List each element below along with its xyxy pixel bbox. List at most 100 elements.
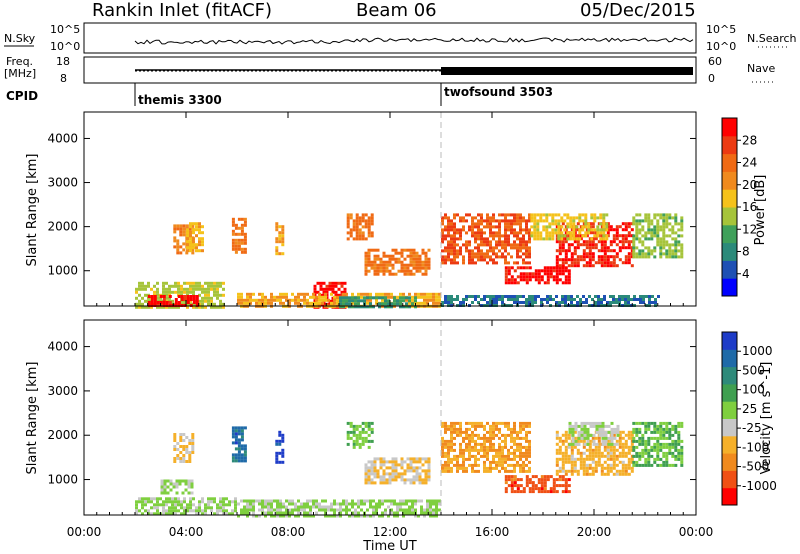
heatmap-cell	[372, 508, 375, 512]
heatmap-cell	[573, 261, 577, 265]
heatmap-cell	[275, 439, 279, 443]
heatmap-cell	[216, 281, 219, 285]
heatmap-cell	[638, 442, 642, 446]
heatmap-cell	[361, 225, 365, 229]
heatmap-cell	[418, 475, 422, 479]
heatmap-cell	[528, 442, 531, 446]
heatmap-cell	[607, 442, 611, 446]
heatmap-cell	[504, 219, 507, 223]
heatmap-cell	[135, 302, 138, 306]
heatmap-cell	[641, 219, 645, 223]
heatmap-cell	[427, 460, 431, 464]
heatmap-cell	[665, 454, 669, 458]
heatmap-cell	[447, 427, 450, 431]
heatmap-cell	[561, 281, 565, 285]
colorbar-tick-label: 12	[742, 222, 757, 236]
heatmap-cell	[609, 264, 613, 268]
heatmap-cell	[366, 499, 369, 503]
heatmap-cell	[588, 439, 592, 443]
heatmap-cell	[564, 249, 568, 253]
heatmap-cell	[650, 421, 654, 425]
heatmap-cell	[522, 216, 525, 220]
heatmap-cell	[210, 296, 213, 300]
heatmap-cell	[441, 448, 444, 452]
heatmap-cell	[558, 436, 562, 440]
heatmap-cell	[576, 258, 580, 262]
heatmap-cell	[264, 505, 267, 509]
heatmap-cell	[561, 463, 565, 467]
velocity-heatmap-cells	[135, 421, 684, 518]
heatmap-cell	[588, 295, 591, 298]
heatmap-cell	[647, 439, 651, 443]
heatmap-cell	[647, 213, 651, 217]
heatmap-cell	[174, 503, 177, 507]
heatmap-cell	[558, 269, 562, 273]
heatmap-cell	[615, 228, 619, 232]
heatmap-cell	[653, 457, 657, 461]
heatmap-cell	[519, 249, 522, 253]
heatmap-cell	[441, 231, 444, 235]
heatmap-cell	[677, 448, 681, 452]
heatmap-cell	[594, 448, 598, 452]
heatmap-cell	[456, 295, 459, 298]
heatmap-cell	[216, 284, 219, 288]
heatmap-cell	[513, 269, 517, 273]
heatmap-cell	[270, 502, 273, 506]
heatmap-cell	[188, 227, 192, 231]
heatmap-cell	[501, 421, 504, 425]
heatmap-cell	[504, 231, 507, 235]
heatmap-cell	[409, 257, 413, 261]
heatmap-cell	[441, 463, 444, 467]
heatmap-cell	[378, 499, 381, 503]
heatmap-cell	[528, 469, 531, 473]
heatmap-cell	[281, 228, 285, 232]
heatmap-cell	[674, 237, 678, 241]
heatmap-cell	[555, 436, 559, 440]
heatmap-cell	[480, 442, 483, 446]
heatmap-cell	[275, 451, 279, 455]
heatmap-cell	[545, 213, 549, 217]
heatmap-cell	[653, 216, 657, 220]
heatmap-cell	[267, 301, 270, 305]
heatmap-cell	[453, 463, 456, 467]
heatmap-cell	[603, 472, 607, 476]
heatmap-cell	[615, 231, 619, 235]
heatmap-cell	[405, 508, 408, 512]
heatmap-cell	[584, 216, 588, 220]
heatmap-cell	[186, 240, 189, 244]
heatmap-cell	[525, 249, 528, 253]
heatmap-cell	[555, 442, 559, 446]
heatmap-cell	[624, 301, 627, 304]
heatmap-cell	[492, 445, 495, 449]
heatmap-cell	[468, 225, 471, 229]
heatmap-cell	[195, 228, 198, 232]
heatmap-cell	[282, 514, 285, 518]
heatmap-cell	[468, 249, 471, 253]
heatmap-cell	[324, 292, 327, 296]
heatmap-cell	[564, 252, 568, 256]
heatmap-cell	[147, 284, 150, 288]
heatmap-cell	[531, 301, 534, 304]
heatmap-cell	[444, 424, 447, 428]
heatmap-cell	[534, 269, 538, 273]
heatmap-cell	[240, 229, 244, 233]
heatmap-cell	[279, 301, 282, 305]
heatmap-cell	[444, 261, 447, 265]
heatmap-cell	[582, 469, 586, 473]
heatmap-cell	[168, 509, 171, 513]
heatmap-cell	[384, 499, 387, 503]
heatmap-cell	[415, 469, 419, 473]
heatmap-cell	[188, 457, 192, 460]
heatmap-cell	[498, 445, 501, 449]
heatmap-cell	[192, 305, 195, 309]
heatmap-cell	[390, 502, 393, 506]
heatmap-cell	[261, 505, 264, 509]
heatmap-cell	[477, 421, 480, 425]
heatmap-cell	[231, 441, 235, 445]
heatmap-cell	[381, 511, 384, 515]
heatmap-cell	[567, 243, 571, 247]
heatmap-cell	[231, 435, 235, 439]
heatmap-cell	[668, 427, 672, 431]
heatmap-cell	[471, 216, 474, 220]
heatmap-cell	[513, 466, 516, 470]
